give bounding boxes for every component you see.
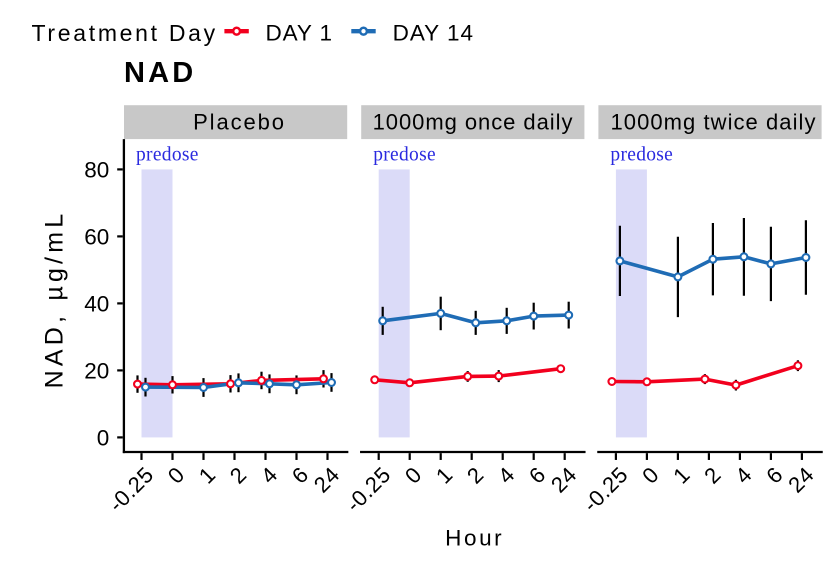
svg-text:80: 80 bbox=[84, 158, 109, 183]
svg-text:Treatment Day: Treatment Day bbox=[32, 20, 218, 46]
svg-text:60: 60 bbox=[84, 225, 109, 250]
svg-text:1000mg twice daily: 1000mg twice daily bbox=[611, 110, 817, 135]
svg-text:20: 20 bbox=[84, 359, 109, 384]
svg-text:NAD, µg/mL: NAD, µg/mL bbox=[41, 210, 69, 389]
svg-text:40: 40 bbox=[84, 292, 109, 317]
svg-text:NAD: NAD bbox=[124, 57, 196, 89]
svg-text:predose: predose bbox=[136, 145, 199, 166]
svg-text:predose: predose bbox=[373, 145, 436, 166]
svg-text:DAY 14: DAY 14 bbox=[393, 21, 474, 46]
svg-text:DAY 1: DAY 1 bbox=[266, 21, 333, 46]
svg-text:0: 0 bbox=[97, 426, 110, 451]
svg-text:predose: predose bbox=[610, 145, 673, 166]
svg-text:Hour: Hour bbox=[445, 526, 504, 551]
svg-text:Placebo: Placebo bbox=[193, 110, 286, 135]
svg-text:1000mg once daily: 1000mg once daily bbox=[373, 110, 574, 135]
